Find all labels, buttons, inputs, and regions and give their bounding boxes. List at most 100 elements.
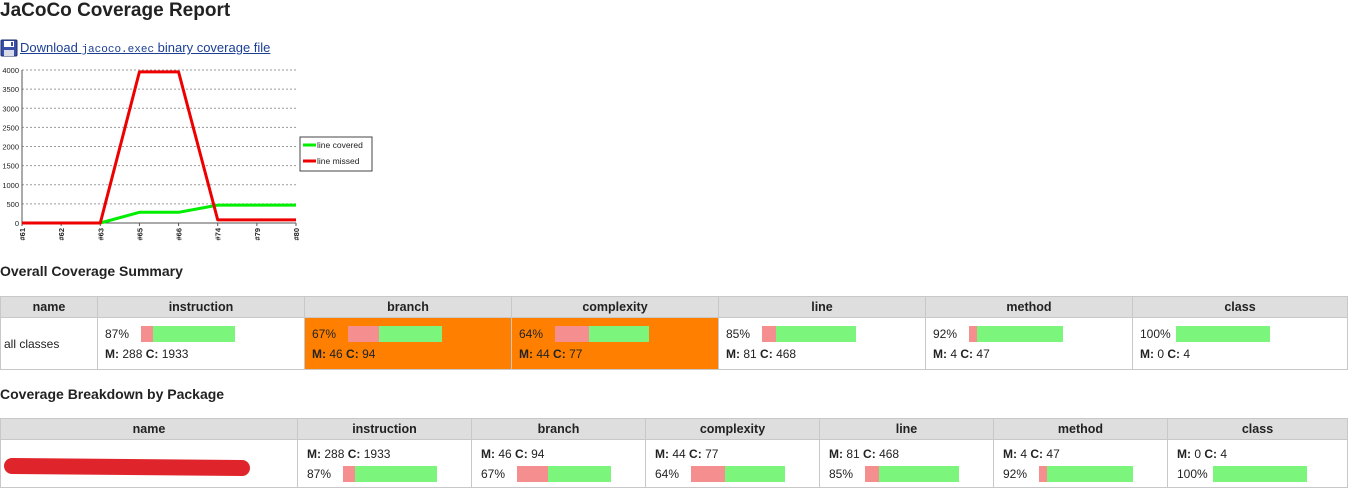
covered-label: C: (346, 346, 359, 361)
covered-label: C: (760, 346, 773, 361)
metric-cell-instruction: 87% M: 288 C: 1933 (97, 317, 305, 370)
table-row: all classes 87% M: 288 C: 1933 67% M: 46 C: … (0, 317, 1348, 370)
column-header-name[interactable]: name (0, 296, 98, 318)
missed-label: M: (726, 346, 740, 361)
column-header-instruction[interactable]: instruction (297, 418, 472, 440)
metric-cell-method: M: 4 C: 47 92% (993, 439, 1168, 488)
row-name: all classes (4, 336, 60, 351)
covered-label: C: (689, 446, 702, 461)
redacted-package-name (3, 457, 251, 477)
breakdown-heading: Coverage Breakdown by Package (0, 386, 225, 402)
missed-count: 46 (329, 346, 343, 361)
covered-count: 468 (879, 446, 900, 461)
series-line-1 (22, 70, 296, 225)
coverage-bar (691, 465, 785, 482)
y-tick-label: 0 (15, 219, 19, 228)
covered-count: 1933 (161, 346, 189, 361)
missed-count: 81 (846, 446, 860, 461)
download-row: Download jacoco.exec binary coverage fil… (0, 38, 270, 58)
y-tick-label: 1500 (2, 162, 19, 171)
coverage-percent: 64% (519, 326, 544, 341)
missed-label: M: (1003, 446, 1017, 461)
missed-count: 44 (536, 346, 550, 361)
covered-bar (1176, 325, 1270, 342)
missed-bar (762, 325, 776, 342)
covered-count: 47 (976, 346, 990, 361)
metric-cell-class: M: 0 C: 4 100% (1167, 439, 1348, 488)
column-header-instruction[interactable]: instruction (97, 296, 305, 318)
coverage-bar (1039, 465, 1133, 482)
covered-label: C: (1167, 346, 1181, 361)
x-tick-label: #62 (57, 228, 66, 241)
covered-label: C: (347, 446, 361, 461)
column-header-complexity[interactable]: complexity (511, 296, 719, 318)
covered-count: 4 (1220, 446, 1228, 461)
coverage-bar (517, 465, 611, 482)
x-tick-label: #63 (96, 228, 105, 241)
column-header-method[interactable]: method (925, 296, 1133, 318)
coverage-bar (348, 325, 442, 342)
covered-count: 1933 (363, 446, 391, 461)
coverage-bar (1176, 325, 1270, 342)
column-header-branch[interactable]: branch (304, 296, 512, 318)
covered-count: 94 (362, 346, 376, 361)
missed-bar (865, 465, 879, 482)
missed-bar (969, 325, 977, 342)
metric-cell-method: 92% M: 4 C: 47 (925, 317, 1133, 370)
x-tick-label: #66 (175, 228, 184, 241)
missed-bar (691, 465, 725, 482)
missed-count: 0 (1194, 446, 1202, 461)
missed-count: 288 (324, 446, 345, 461)
column-header-class[interactable]: class (1167, 418, 1348, 440)
covered-label: C: (863, 446, 876, 461)
column-header-class[interactable]: class (1132, 296, 1348, 318)
missed-label: M: (481, 446, 495, 461)
column-header-line[interactable]: line (819, 418, 994, 440)
missed-label: M: (829, 446, 843, 461)
missed-label: M: (519, 346, 533, 361)
metric-cell-line: 85% M: 81 C: 468 (718, 317, 926, 370)
column-header-complexity[interactable]: complexity (645, 418, 820, 440)
missed-count: 4 (950, 346, 958, 361)
coverage-percent: 92% (1003, 466, 1028, 481)
coverage-bar (141, 325, 235, 342)
covered-bar (776, 325, 856, 342)
coverage-percent: 64% (655, 466, 680, 481)
covered-bar (1213, 465, 1307, 482)
coverage-bar (762, 325, 856, 342)
coverage-percent: 67% (481, 466, 506, 481)
summary-heading: Overall Coverage Summary (0, 263, 183, 279)
x-tick-label: #61 (18, 228, 27, 241)
metric-cell-instruction: M: 288 C: 1933 87% (297, 439, 472, 488)
coverage-percent: 100% (1177, 466, 1208, 481)
coverage-bar (969, 325, 1063, 342)
covered-count: 77 (569, 346, 583, 361)
coverage-percent: 85% (829, 466, 854, 481)
column-header-method[interactable]: method (993, 418, 1168, 440)
column-header-branch[interactable]: branch (471, 418, 646, 440)
column-header-line[interactable]: line (718, 296, 926, 318)
x-tick-label: #80 (292, 228, 301, 241)
covered-bar (977, 325, 1063, 342)
metric-cell-branch: M: 46 C: 94 67% (471, 439, 646, 488)
x-tick-label: #79 (253, 228, 262, 241)
download-link-filename: jacoco.exec (81, 44, 155, 56)
floppy-disk-icon[interactable] (0, 39, 18, 57)
metric-cell-complexity: 64% M: 44 C: 77 (511, 317, 719, 370)
x-tick-label: #65 (135, 228, 144, 241)
download-coverage-link[interactable]: Download jacoco.exec binary coverage fil… (20, 40, 270, 56)
covered-bar (725, 465, 785, 482)
coverage-percent: 67% (312, 326, 337, 341)
missed-label: M: (1140, 346, 1154, 361)
missed-label: M: (1177, 446, 1191, 461)
covered-bar (879, 465, 959, 482)
breakdown-table: name instruction branch complexity line metho… (0, 418, 1348, 488)
column-header-name[interactable]: name (0, 418, 298, 440)
missed-count: 44 (672, 446, 686, 461)
coverage-bar (555, 325, 649, 342)
missed-count: 4 (1020, 446, 1028, 461)
missed-label: M: (655, 446, 669, 461)
coverage-percent: 85% (726, 326, 751, 341)
covered-bar (379, 325, 442, 342)
missed-bar (141, 325, 153, 342)
